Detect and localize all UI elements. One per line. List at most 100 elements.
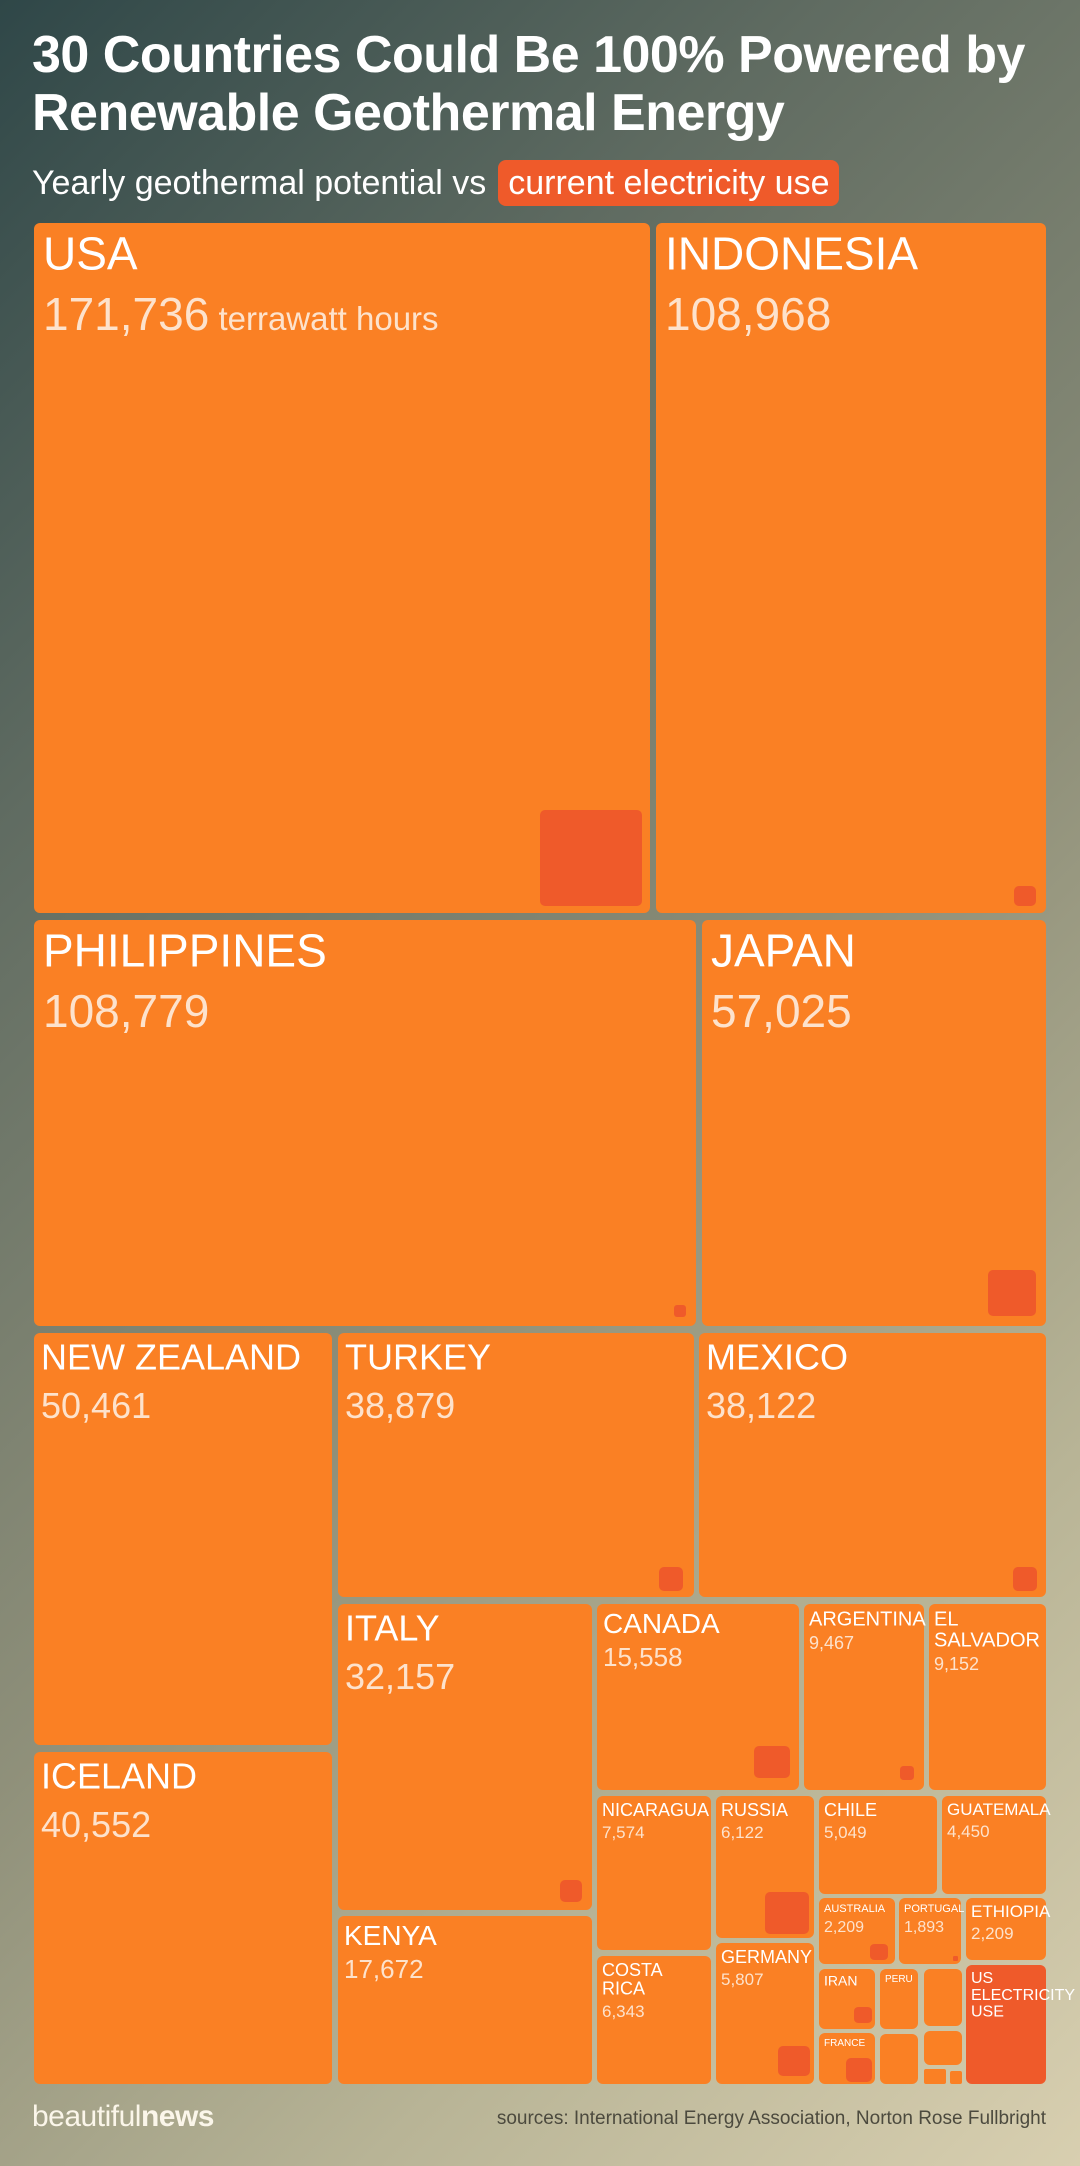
tile-nicaragua bbox=[597, 1796, 711, 1950]
tile-iceland bbox=[34, 1752, 332, 2084]
country-label-guatemala: GUATEMALA bbox=[947, 1800, 1051, 1819]
country-label-el-salvador: EL bbox=[934, 1608, 958, 1630]
usage-square-indonesia bbox=[1014, 886, 1036, 906]
value-label-russia: 6,122 bbox=[721, 1823, 764, 1842]
subtitle-text: Yearly geothermal potential vs bbox=[32, 164, 487, 202]
usage-square-turkey bbox=[659, 1567, 683, 1591]
usage-square-germany bbox=[778, 2046, 810, 2076]
brand-logo-bold: news bbox=[140, 2100, 215, 2133]
usage-square-japan bbox=[988, 1270, 1036, 1316]
value-label-canada: 15,558 bbox=[603, 1642, 683, 1672]
tile-kenya bbox=[338, 1916, 592, 2084]
tile-usa bbox=[34, 223, 650, 913]
country-label-nicaragua: NICARAGUA bbox=[602, 1800, 709, 1820]
tile-italy bbox=[338, 1604, 592, 1910]
subtitle: Yearly geothermal potential vs current e… bbox=[32, 160, 840, 206]
country-label-russia: RUSSIA bbox=[721, 1800, 788, 1820]
country-label-indonesia: INDONESIA bbox=[665, 228, 918, 280]
tile-tile-27 bbox=[880, 2034, 918, 2084]
tile-costa-rica bbox=[597, 1956, 711, 2084]
value-label-indonesia: 108,968 bbox=[665, 288, 831, 340]
country-label-chile: CHILE bbox=[824, 1800, 877, 1820]
value-label-guatemala: 4,450 bbox=[947, 1822, 990, 1841]
subtitle-highlight: current electricity use bbox=[498, 160, 840, 206]
country-label-canada: CANADA bbox=[603, 1608, 720, 1639]
tile-ethiopia bbox=[966, 1898, 1046, 1960]
tile-portugal bbox=[899, 1898, 961, 1964]
value-label-costa-rica: 6,343 bbox=[602, 2002, 645, 2021]
tile-el-salvador bbox=[929, 1604, 1046, 1790]
value-label-turkey: 38,879 bbox=[345, 1385, 455, 1426]
usage-square-italy bbox=[560, 1880, 582, 1902]
country-label-australia: AUSTRALIA bbox=[824, 1903, 886, 1915]
tile-peru bbox=[880, 1969, 918, 2029]
value-label-australia: 2,209 bbox=[824, 1919, 864, 1936]
tile-tile-28 bbox=[924, 2031, 962, 2065]
country-label-costa-rica: COSTA bbox=[602, 1960, 663, 1980]
usage-square-usa bbox=[540, 810, 642, 906]
country-label-argentina: ARGENTINA bbox=[809, 1608, 926, 1630]
tile-mexico bbox=[699, 1333, 1046, 1597]
country-label-new-zealand: NEW ZEALAND bbox=[41, 1337, 301, 1378]
country-label-france: FRANCE bbox=[824, 2038, 865, 2049]
brand-logo-light: beautiful bbox=[32, 2100, 141, 2133]
value-label-kenya: 17,672 bbox=[344, 1954, 424, 1984]
tile-canada bbox=[597, 1604, 799, 1790]
tile-philippines bbox=[34, 920, 696, 1326]
country-label-el-salvador-1: SALVADOR bbox=[934, 1629, 1040, 1651]
value-label-ethiopia: 2,209 bbox=[971, 1924, 1014, 1943]
country-label-us-electricity-use-2: USE bbox=[971, 2004, 1004, 2021]
tile-tile-29 bbox=[924, 2069, 946, 2084]
country-label-philippines: PHILIPPINES bbox=[43, 925, 327, 977]
usage-square-portugal bbox=[953, 1956, 958, 1961]
country-label-us-electricity-use: US bbox=[971, 1970, 993, 1987]
usage-square-australia bbox=[870, 1944, 888, 1960]
value-label-mexico: 38,122 bbox=[706, 1385, 816, 1426]
country-label-iceland: ICELAND bbox=[41, 1756, 197, 1797]
country-label-japan: JAPAN bbox=[711, 925, 856, 977]
usage-square-iran bbox=[854, 2007, 872, 2023]
value-label-nicaragua: 7,574 bbox=[602, 1823, 645, 1842]
tile-indonesia bbox=[656, 223, 1046, 913]
country-label-turkey: TURKEY bbox=[345, 1337, 491, 1378]
country-label-mexico: MEXICO bbox=[706, 1337, 848, 1378]
country-label-usa: USA bbox=[43, 228, 138, 280]
tile-us-electricity-use bbox=[966, 1965, 1046, 2084]
value-label-argentina: 9,467 bbox=[809, 1633, 854, 1653]
usage-square-argentina bbox=[900, 1766, 914, 1780]
usage-square-mexico bbox=[1013, 1567, 1037, 1591]
country-label-germany: GERMANY bbox=[721, 1947, 812, 1967]
country-label-portugal: PORTUGAL bbox=[904, 1903, 964, 1915]
sources-text: sources: International Energy Associatio… bbox=[496, 2108, 1046, 2129]
tile-tile-30 bbox=[950, 2071, 962, 2084]
value-label-germany: 5,807 bbox=[721, 1970, 764, 1989]
country-label-ethiopia: ETHIOPIA bbox=[971, 1902, 1051, 1921]
country-label-iran: IRAN bbox=[824, 1972, 857, 1988]
usage-square-philippines bbox=[674, 1305, 686, 1317]
country-label-kenya: KENYA bbox=[344, 1920, 437, 1951]
usage-square-canada bbox=[754, 1746, 790, 1778]
usage-square-russia bbox=[765, 1892, 809, 1934]
value-label-el-salvador: 9,152 bbox=[934, 1654, 979, 1674]
tile-chile bbox=[819, 1796, 937, 1894]
tile-argentina bbox=[804, 1604, 924, 1790]
tile-turkey bbox=[338, 1333, 694, 1597]
tile-tile-26 bbox=[924, 1969, 962, 2026]
tile-new-zealand bbox=[34, 1333, 332, 1745]
brand-logo: beautifulnews bbox=[32, 2100, 214, 2134]
tile-japan bbox=[702, 920, 1046, 1326]
country-label-peru: PERU bbox=[885, 1974, 913, 1985]
page-title: 30 Countries Could Be 100% Powered by Re… bbox=[32, 26, 1025, 142]
value-label-portugal: 1,893 bbox=[904, 1919, 944, 1936]
country-label-italy: ITALY bbox=[345, 1608, 440, 1649]
value-label-chile: 5,049 bbox=[824, 1823, 867, 1842]
country-label-costa-rica-1: RICA bbox=[602, 1979, 645, 1999]
country-label-us-electricity-use-1: ELECTRICITY bbox=[971, 1987, 1075, 2004]
value-label-philippines: 108,779 bbox=[43, 985, 209, 1037]
usage-square-france bbox=[846, 2058, 872, 2082]
tile-guatemala bbox=[942, 1796, 1046, 1894]
unit-label: terrawatt hours bbox=[209, 300, 438, 337]
value-label-japan: 57,025 bbox=[711, 985, 852, 1037]
